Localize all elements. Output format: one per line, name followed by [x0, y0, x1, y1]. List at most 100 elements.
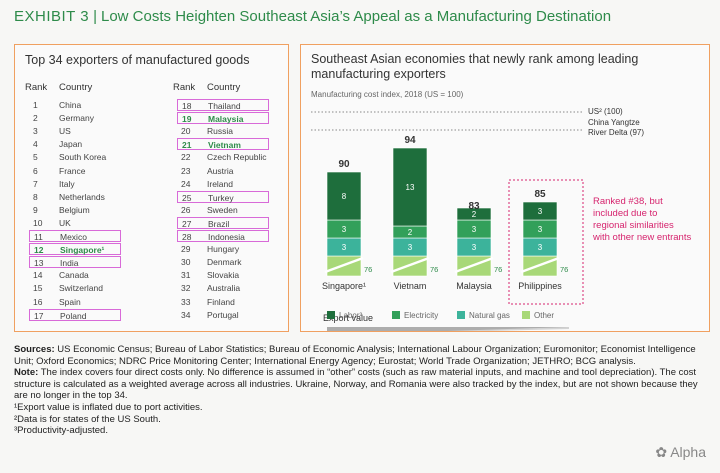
rank-cell: 21: [182, 140, 192, 151]
bar-segment: [522, 201, 558, 221]
notes-block: Sources: US Economic Census; Bureau of L…: [14, 344, 704, 437]
data-label: 3: [538, 243, 543, 252]
table-row: 23 Austria: [177, 165, 269, 177]
table-row: 25 Turkey: [177, 190, 269, 203]
rank-cell: 2: [33, 113, 38, 124]
country-cell: Czech Republic: [207, 152, 267, 163]
country-cell: Japan: [59, 139, 83, 150]
data-label: 3: [342, 243, 347, 252]
country-cell: Indonesia: [208, 232, 245, 242]
bar-segment: [456, 207, 492, 221]
watermark-text: Alpha: [670, 444, 706, 460]
rank-cell: 10: [33, 217, 43, 228]
total-label: 85: [534, 189, 546, 200]
category-label: Malaysia: [456, 281, 492, 291]
footnote-1: ¹Export value is inflated due to port ac…: [14, 401, 203, 413]
table-row: 10 UK: [29, 217, 121, 229]
country-cell: Slovakia: [207, 270, 240, 281]
category-label: Philippines: [518, 281, 562, 291]
annotation-line-1: Ranked #38, but: [593, 196, 663, 207]
rank-cell: 9: [33, 204, 38, 215]
table-row: 2 Germany: [29, 112, 121, 124]
table-row: 11 Mexico: [29, 230, 121, 242]
axis-break-mark: [390, 256, 430, 274]
country-cell: US: [59, 126, 71, 137]
country-cell: China: [59, 100, 82, 110]
rank-header-1: Rank: [25, 82, 48, 93]
exhibit-label: Exhibit 3: [14, 8, 90, 25]
legend-label: Electricity: [404, 311, 439, 320]
rank-cell: 23: [181, 165, 191, 176]
table-row: 20 Russia: [177, 125, 269, 137]
table-row: 22 Czech Republic: [177, 151, 269, 163]
rank-cell: 24: [181, 178, 191, 189]
rank-cell: 20: [181, 126, 191, 137]
legend-item: Natural gas: [457, 311, 510, 320]
exhibit-title: Exhibit 3 | Low Costs Heighten Southeast A…: [14, 8, 611, 25]
rank-header-2: Rank: [173, 82, 196, 93]
export-value-wedge: [327, 327, 569, 331]
table-row: 32 Australia: [177, 282, 269, 294]
data-label: 3: [538, 207, 543, 216]
legend-item: Other: [522, 311, 554, 320]
chart-legend: Labor³ Electricity Natural gas Other: [327, 311, 697, 325]
rank-cell: 29: [181, 244, 191, 255]
sources-label: Sources:: [14, 344, 55, 355]
rank-cell: 31: [181, 270, 191, 281]
data-label: 76: [430, 265, 438, 274]
category-label: Vietnam: [394, 281, 427, 291]
country-cell: France: [59, 165, 86, 176]
data-label: 2: [472, 210, 477, 219]
rank-cell: 17: [34, 310, 44, 321]
table-row: 29 Hungary: [177, 243, 269, 255]
data-label: 3: [472, 225, 477, 234]
note-line: Note: The index covers four direct costs…: [14, 367, 704, 402]
country-cell: Thailand: [208, 101, 241, 111]
table-row: 12 Singapore¹: [29, 243, 121, 256]
country-cell: Singapore¹: [60, 245, 105, 256]
country-cell: Russia: [207, 126, 233, 137]
table-row: 33 Finland: [177, 296, 269, 308]
table-row: 1 China: [29, 99, 121, 111]
rank-cell: 26: [181, 204, 191, 215]
country-cell: Austria: [207, 165, 234, 176]
bar-segment: [392, 147, 428, 227]
country-cell: Italy: [59, 178, 75, 189]
table-row: 34 Portugal: [177, 309, 269, 321]
rank-cell: 6: [33, 165, 38, 176]
table-row: 7 Italy: [29, 178, 121, 190]
rank-cell: 34: [181, 309, 191, 320]
country-cell: South Korea: [59, 152, 107, 163]
table-row: 27 Brazil: [177, 216, 269, 229]
table-row: 26 Sweden: [177, 204, 269, 216]
country-cell: UK: [59, 217, 71, 228]
country-cell: Denmark: [207, 257, 242, 268]
table-row: 18 Thailand: [177, 99, 269, 111]
title-separator: |: [93, 8, 97, 25]
legend-item: Electricity: [392, 311, 438, 320]
country-cell: Hungary: [207, 244, 240, 255]
country-cell: Canada: [59, 270, 89, 281]
chart-subtitle: Manufacturing cost index, 2018 (US = 100…: [311, 90, 464, 99]
data-label: 13: [406, 183, 415, 192]
legend-swatch: [392, 311, 400, 319]
footnote-3: ³Productivity-adjusted.: [14, 425, 108, 437]
rank-cell: 4: [33, 139, 38, 150]
legend-item: Labor³: [327, 311, 362, 320]
total-label: 83: [468, 201, 480, 212]
rank-cell: 22: [181, 152, 191, 163]
country-cell: Switzerland: [59, 283, 103, 294]
table-row: 19 Malaysia: [177, 112, 269, 125]
rank-cell: 1: [33, 100, 38, 110]
ref-china-label-1: China Yangtze: [588, 118, 640, 127]
ref-us-label: US² (100): [588, 107, 623, 116]
rank-cell: 30: [181, 257, 191, 268]
watermark: ✿ Alpha: [655, 444, 706, 461]
country-cell: Portugal: [207, 309, 239, 320]
legend-swatch: [457, 311, 465, 319]
total-label: 90: [338, 159, 350, 170]
ref-china-label-2: River Delta (97): [588, 128, 644, 137]
rank-cell: 15: [33, 283, 43, 294]
data-label: 2: [408, 228, 413, 237]
rank-cell: 5: [33, 152, 38, 163]
